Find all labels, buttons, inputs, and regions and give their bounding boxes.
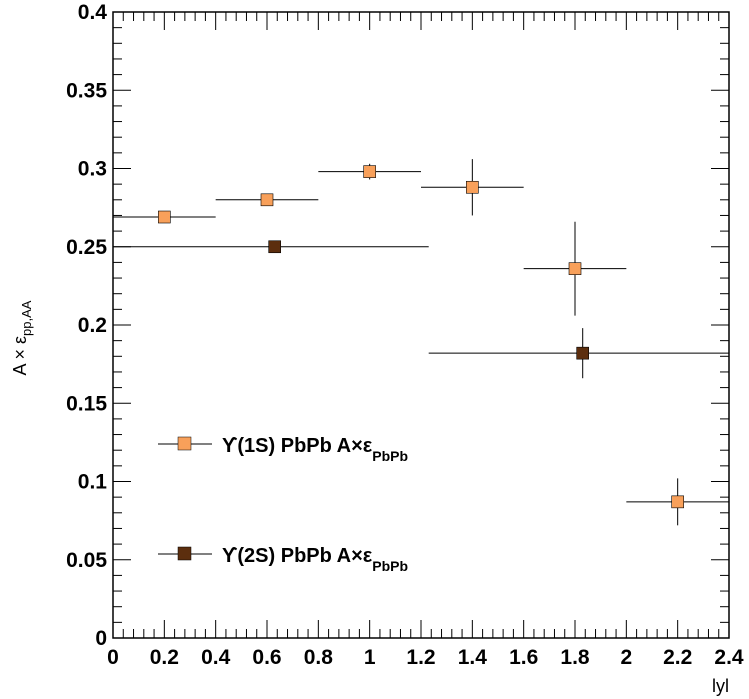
y-tick-label: 0.4 bbox=[78, 1, 108, 24]
data-point-marker bbox=[260, 193, 274, 207]
legend-entry-1s: ϒ(1S) PbPb A×εPbPb bbox=[158, 435, 408, 464]
data-point-marker bbox=[568, 262, 582, 275]
y-tick-label: 0.15 bbox=[66, 392, 107, 415]
y-tick-label: 0.3 bbox=[78, 158, 107, 181]
legend-marker-1s bbox=[177, 436, 192, 451]
y-axis-title-main: A × ε bbox=[10, 336, 30, 376]
data-point-marker bbox=[671, 495, 684, 509]
data-point-marker bbox=[158, 210, 171, 224]
x-tick-label: 0.4 bbox=[201, 646, 231, 669]
x-tick-label: 0.8 bbox=[304, 646, 334, 669]
x-tick-label: 1.4 bbox=[458, 646, 488, 669]
series-1s bbox=[113, 159, 729, 526]
legend-marker-2s bbox=[177, 546, 192, 561]
plot-frame bbox=[112, 11, 730, 639]
y-axis-title-sub: pp,AA bbox=[19, 300, 34, 336]
x-tick-label: 0.2 bbox=[150, 646, 179, 669]
x-tick-label: 1.6 bbox=[509, 646, 538, 669]
legend: ϒ(1S) PbPb A×εPbPb ϒ(2S) PbPb A×εPbPb bbox=[158, 435, 408, 574]
legend-label-1s: ϒ(1S) PbPb A×εPbPb bbox=[222, 435, 408, 464]
y-tick-label: 0.2 bbox=[78, 314, 107, 337]
y-tick-label: 0.1 bbox=[78, 471, 108, 494]
y-tick-label: 0.35 bbox=[66, 79, 107, 102]
y-tick-label: 0.25 bbox=[66, 236, 107, 259]
data-point-marker bbox=[466, 180, 479, 194]
axis-ticks bbox=[112, 11, 730, 639]
y-tick-label: 0 bbox=[95, 627, 107, 650]
x-tick-label: 1 bbox=[364, 646, 376, 669]
x-tick-label: 0 bbox=[107, 646, 119, 669]
x-tick-label: 2 bbox=[620, 646, 632, 669]
data-point-marker bbox=[268, 240, 282, 254]
y-axis-title: A × εpp,AA bbox=[10, 300, 34, 375]
x-tick-label: 1.2 bbox=[406, 646, 435, 669]
data-point-marker bbox=[576, 346, 590, 360]
legend-label-2s: ϒ(2S) PbPb A×εPbPb bbox=[222, 545, 408, 574]
x-tick-label: 2.2 bbox=[663, 646, 692, 669]
y-tick-label: 0.05 bbox=[66, 549, 107, 572]
x-axis-title: lyl bbox=[712, 676, 729, 696]
data-point-marker bbox=[363, 165, 376, 178]
series-2s bbox=[113, 240, 729, 379]
x-tick-label: 0.6 bbox=[252, 646, 281, 669]
x-tick-label: 2.4 bbox=[714, 646, 744, 669]
x-tick-labels: 0 0.2 0.4 0.6 0.8 1 1.2 1.4 1.6 1.8 2 2.2 2.4 bbox=[107, 646, 744, 669]
legend-entry-2s: ϒ(2S) PbPb A×εPbPb bbox=[158, 545, 408, 574]
data-points bbox=[113, 159, 729, 526]
x-tick-label: 1.8 bbox=[560, 646, 590, 669]
y-tick-labels: 0 0.05 0.1 0.15 0.2 0.25 0.3 0.35 0.4 bbox=[66, 1, 107, 650]
